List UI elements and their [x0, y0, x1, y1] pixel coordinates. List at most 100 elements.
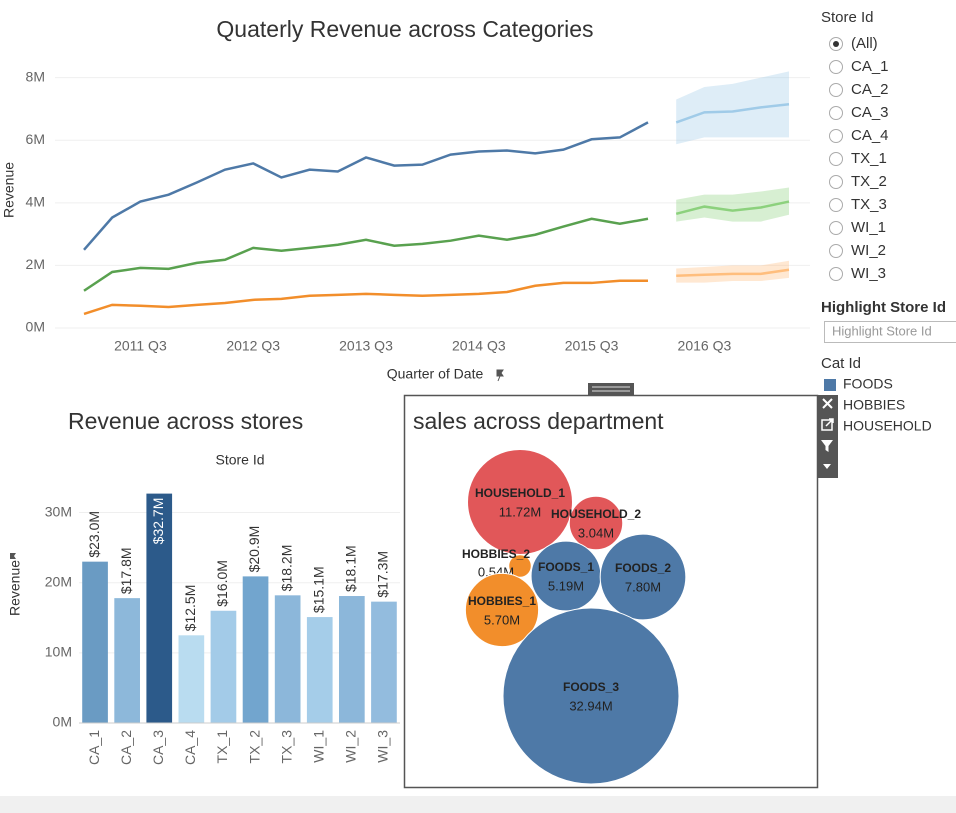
y-axis-label: Revenue: [1, 162, 17, 218]
value-label: $16.0M: [214, 560, 230, 607]
y-tick-label: 30M: [45, 503, 72, 519]
forecast-line: [675, 103, 790, 124]
radio-label[interactable]: WI_1: [851, 219, 886, 236]
x-tick-label: CA_1: [86, 730, 102, 765]
bar: [82, 561, 108, 723]
radio[interactable]: [829, 198, 843, 212]
highlight-placeholder: Highlight Store Id: [832, 323, 932, 338]
bubble: [467, 449, 573, 555]
bubble-value: 5.19M: [548, 578, 584, 593]
forecast-line: [675, 200, 790, 215]
x-tick-label: TX_1: [214, 730, 230, 764]
drag-handle[interactable]: [588, 383, 634, 395]
radio[interactable]: [829, 267, 843, 281]
forecast-band: [676, 260, 789, 283]
bar: [274, 595, 301, 723]
radio-label[interactable]: CA_3: [851, 104, 889, 121]
radio[interactable]: [829, 83, 843, 97]
radio-dot: [833, 41, 839, 47]
popout-icon[interactable]: [821, 418, 834, 431]
y-tick-label: 0M: [26, 319, 45, 335]
x-tick-label: 2013 Q3: [339, 338, 393, 354]
close-icon[interactable]: [822, 398, 833, 409]
forecast-line: [676, 268, 790, 277]
legend-label[interactable]: FOODS: [843, 376, 893, 392]
y-tick-label: 6M: [26, 131, 45, 147]
bubble-value: 11.72M: [499, 504, 541, 519]
bar: [210, 610, 237, 723]
radio[interactable]: [829, 244, 843, 258]
bar: [146, 493, 173, 723]
series-line: [83, 217, 649, 292]
y-tick-label: 20M: [45, 573, 72, 589]
forecast-band: [676, 187, 789, 222]
bubble-name: FOODS_2: [615, 561, 671, 575]
x-tick-label: CA_2: [118, 730, 134, 765]
bubble: [502, 607, 680, 785]
radio[interactable]: [829, 221, 843, 235]
radio[interactable]: [829, 175, 843, 189]
bubble-name: HOUSEHOLD_1: [475, 486, 565, 500]
radio-label[interactable]: WI_2: [851, 242, 886, 259]
bubble-name: HOBBIES_2: [462, 547, 530, 561]
bar-title: Revenue across stores: [68, 408, 303, 434]
bar-x-label: Store Id: [215, 452, 264, 468]
bar: [339, 596, 365, 723]
radio-label[interactable]: TX_3: [851, 196, 887, 213]
highlight-input[interactable]: [824, 321, 956, 343]
pin-icon: [10, 553, 16, 559]
value-label: $18.2M: [278, 545, 294, 592]
bar-y-label: Revenue: [7, 560, 23, 616]
y-tick-label: 10M: [45, 644, 72, 660]
bubble: [530, 540, 602, 612]
radio-label[interactable]: TX_2: [851, 173, 887, 190]
pin-icon: [496, 369, 504, 382]
menu-icon[interactable]: [823, 464, 831, 469]
radio-label[interactable]: CA_2: [851, 81, 889, 98]
value-label: $12.5M: [182, 585, 198, 632]
radio-label[interactable]: WI_3: [851, 265, 886, 282]
x-tick-label: WI_1: [310, 730, 326, 763]
radio[interactable]: [829, 129, 843, 143]
x-tick-label: 2011 Q3: [114, 338, 167, 354]
x-tick-label: WI_2: [343, 730, 359, 763]
legend-swatch[interactable]: [824, 379, 836, 391]
bubble-value: 7.80M: [625, 579, 661, 594]
series-line: [83, 121, 649, 251]
bubble-name: HOUSEHOLD_2: [551, 507, 641, 521]
radio[interactable]: [829, 106, 843, 120]
radio-label[interactable]: CA_4: [851, 127, 889, 144]
y-tick-label: 8M: [26, 68, 45, 84]
radio[interactable]: [829, 60, 843, 74]
bubble-name: HOBBIES_1: [468, 594, 536, 608]
bubble-name: FOODS_3: [563, 680, 619, 694]
bubble-name: FOODS_1: [538, 560, 594, 574]
x-tick-label: 2015 Q3: [565, 338, 619, 354]
legend-label[interactable]: HOBBIES: [843, 397, 905, 413]
y-tick-label: 2M: [26, 256, 45, 272]
radio-label[interactable]: CA_1: [851, 58, 889, 75]
selected-frame: [403, 394, 819, 789]
value-label: $17.8M: [118, 547, 134, 594]
value-label: $23.0M: [86, 511, 102, 558]
bubble: [508, 554, 532, 578]
toolbar: [818, 395, 838, 478]
bubble: [568, 495, 624, 551]
status-strip: [0, 796, 956, 813]
radio[interactable]: [829, 152, 843, 166]
radio-label[interactable]: (All): [851, 35, 878, 52]
bubble: [464, 572, 540, 648]
x-tick-label: WI_3: [375, 730, 391, 763]
x-tick-label: 2014 Q3: [452, 338, 506, 354]
value-label: $15.1M: [310, 566, 326, 613]
bubble-value: 5.70M: [484, 612, 520, 627]
radio-label[interactable]: TX_1: [851, 150, 887, 167]
bubble-title: sales across department: [413, 408, 664, 434]
highlight-title: Highlight Store Id: [821, 299, 946, 316]
value-label: $18.1M: [343, 545, 359, 592]
legend-label[interactable]: HOUSEHOLD: [843, 418, 932, 434]
filter-icon[interactable]: [821, 440, 833, 452]
filter-title: Store Id: [821, 9, 874, 26]
bubble-value: 3.04M: [578, 525, 614, 540]
